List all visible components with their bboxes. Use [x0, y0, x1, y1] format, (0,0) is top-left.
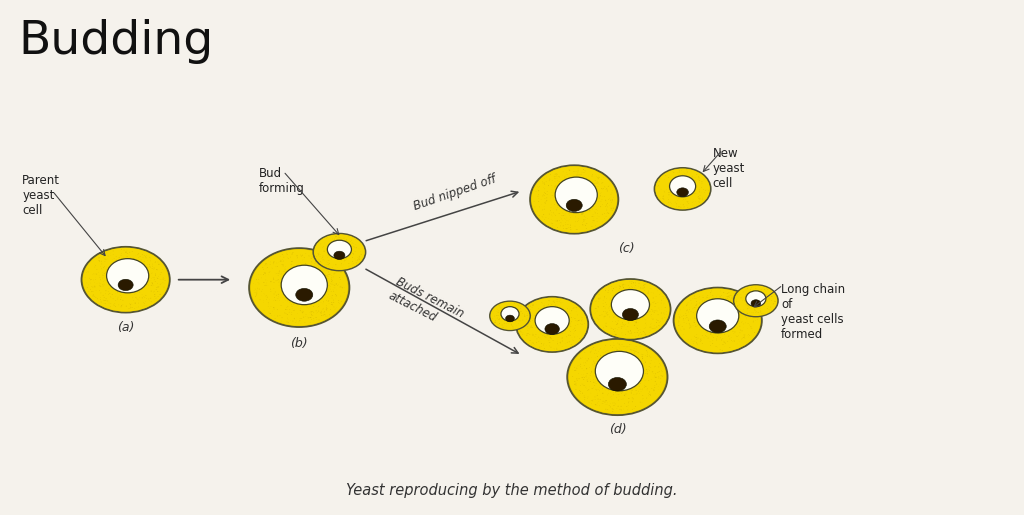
Ellipse shape	[745, 291, 766, 306]
Ellipse shape	[568, 340, 666, 414]
Text: Budding: Budding	[18, 19, 214, 64]
Ellipse shape	[592, 280, 670, 339]
Text: Parent
yeast
cell: Parent yeast cell	[23, 175, 60, 217]
Text: (b): (b)	[291, 337, 308, 350]
Text: Bud nipped off: Bud nipped off	[412, 173, 498, 213]
Ellipse shape	[677, 188, 688, 197]
Ellipse shape	[82, 247, 170, 313]
Ellipse shape	[83, 248, 169, 312]
Ellipse shape	[566, 199, 583, 212]
Text: Long chain
of
yeast cells
formed: Long chain of yeast cells formed	[781, 283, 845, 341]
Ellipse shape	[590, 279, 671, 339]
Ellipse shape	[516, 297, 588, 352]
Ellipse shape	[595, 351, 643, 391]
Ellipse shape	[555, 177, 597, 213]
Ellipse shape	[623, 308, 638, 321]
Text: Bud
forming: Bud forming	[259, 166, 305, 195]
Ellipse shape	[751, 300, 761, 307]
Ellipse shape	[531, 166, 617, 233]
Ellipse shape	[655, 168, 710, 209]
Ellipse shape	[530, 165, 618, 234]
Text: Yeast reproducing by the method of budding.: Yeast reproducing by the method of buddi…	[346, 483, 678, 497]
Ellipse shape	[313, 234, 366, 270]
Ellipse shape	[314, 234, 365, 270]
Text: New
yeast
cell: New yeast cell	[713, 147, 745, 190]
Ellipse shape	[251, 249, 348, 326]
Ellipse shape	[296, 288, 312, 301]
Ellipse shape	[611, 289, 649, 320]
Ellipse shape	[545, 323, 559, 334]
Ellipse shape	[328, 240, 351, 259]
Text: (c): (c)	[618, 242, 635, 255]
Ellipse shape	[608, 377, 627, 391]
Text: Buds remain
attached: Buds remain attached	[387, 276, 466, 334]
Ellipse shape	[282, 265, 328, 305]
Ellipse shape	[675, 288, 761, 352]
Ellipse shape	[674, 287, 762, 353]
Ellipse shape	[567, 339, 668, 415]
Text: (a): (a)	[117, 320, 134, 334]
Ellipse shape	[734, 285, 777, 316]
Ellipse shape	[506, 315, 514, 322]
Ellipse shape	[490, 302, 529, 330]
Ellipse shape	[106, 259, 148, 293]
Ellipse shape	[489, 301, 530, 330]
Ellipse shape	[536, 306, 569, 334]
Ellipse shape	[517, 298, 587, 351]
Ellipse shape	[654, 168, 711, 210]
Ellipse shape	[249, 248, 349, 327]
Ellipse shape	[670, 176, 695, 197]
Ellipse shape	[734, 285, 778, 317]
Text: (d): (d)	[608, 423, 627, 436]
Ellipse shape	[710, 320, 726, 333]
Ellipse shape	[118, 279, 133, 290]
Ellipse shape	[334, 251, 345, 260]
Ellipse shape	[501, 306, 519, 321]
Ellipse shape	[696, 299, 738, 333]
